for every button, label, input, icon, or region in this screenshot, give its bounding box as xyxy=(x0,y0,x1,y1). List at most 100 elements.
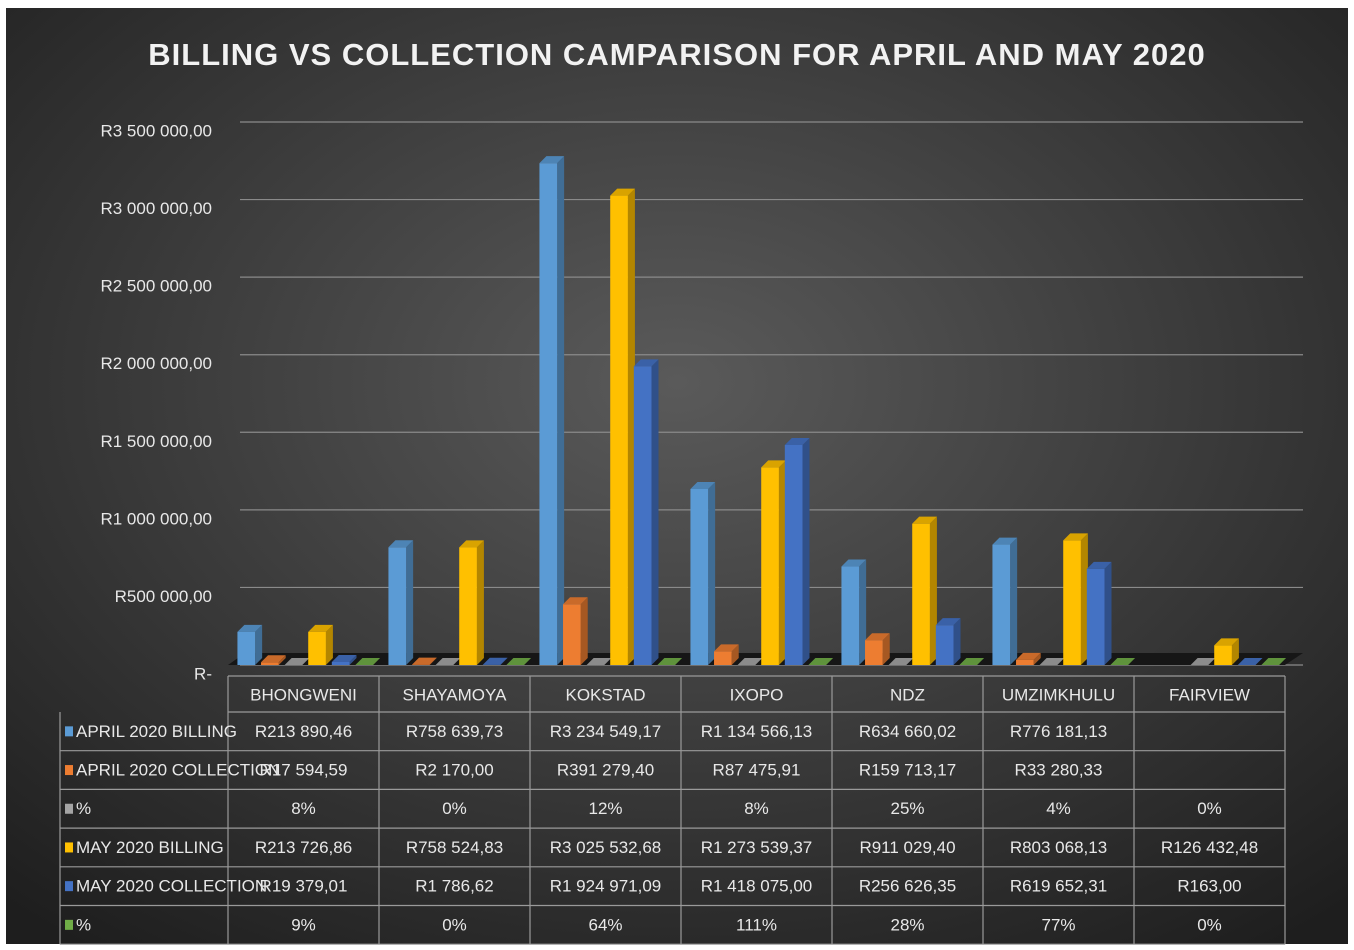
bar-side xyxy=(580,597,588,665)
legend-key xyxy=(65,726,73,737)
bar-top xyxy=(308,624,333,632)
bar-side xyxy=(906,657,914,665)
y-tick-label: R3 500 000,00 xyxy=(100,121,212,140)
bar-side xyxy=(1033,652,1041,665)
y-tick-label: R2 500 000,00 xyxy=(100,277,212,296)
bar-side xyxy=(977,657,985,665)
legend-label: APRIL 2020 COLLECTION xyxy=(76,761,280,780)
table-value: R776 181,13 xyxy=(1010,722,1107,741)
legend-label: % xyxy=(76,915,91,934)
bar xyxy=(1086,568,1105,665)
bar-top xyxy=(539,156,565,164)
table-value: 28% xyxy=(890,915,924,934)
bar-top xyxy=(841,559,867,567)
bar-side xyxy=(929,516,937,665)
table-value: R159 713,17 xyxy=(859,761,956,780)
legend-key xyxy=(65,842,73,853)
bar-top xyxy=(784,437,810,445)
bar-side xyxy=(1128,657,1136,665)
bar xyxy=(539,163,558,665)
legend-label: MAY 2020 COLLECTION xyxy=(76,877,267,896)
bar xyxy=(261,662,279,665)
x-tick-label: IXOPO xyxy=(730,685,784,704)
table-value: R126 432,48 xyxy=(1161,838,1258,857)
y-tick-label: R1 000 000,00 xyxy=(100,509,212,528)
bar-top xyxy=(912,516,937,524)
table-value: R391 279,40 xyxy=(557,761,654,780)
bar-top xyxy=(261,655,286,663)
table-value: R1 924 971,09 xyxy=(550,877,662,896)
bar-side xyxy=(778,460,786,665)
bar-top xyxy=(412,657,437,665)
bar-side xyxy=(731,644,739,665)
table-value: R87 475,91 xyxy=(713,761,801,780)
chart-title: BILLING VS COLLECTION CAMPARISON FOR APR… xyxy=(148,37,1205,72)
bar xyxy=(865,640,883,665)
table-value: R256 626,35 xyxy=(859,877,956,896)
table-value: R1 273 539,37 xyxy=(701,838,813,857)
bar-side xyxy=(429,657,437,665)
bar xyxy=(563,604,581,665)
bar-top xyxy=(888,657,914,665)
bar xyxy=(992,544,1011,665)
table-value: R619 652,31 xyxy=(1010,877,1107,896)
y-tick-label: R1 500 000,00 xyxy=(100,432,212,451)
bar-top xyxy=(633,359,659,367)
bar-top xyxy=(1110,657,1136,665)
background xyxy=(6,8,1348,944)
bar-top xyxy=(506,658,532,665)
table-value: R163,00 xyxy=(1177,877,1241,896)
table-value: 9% xyxy=(291,915,316,934)
bar-top xyxy=(992,537,1018,545)
bar-top xyxy=(1261,658,1287,665)
bar xyxy=(633,366,652,665)
bar-side xyxy=(1231,638,1239,665)
bar xyxy=(610,195,628,665)
bar xyxy=(1063,540,1081,665)
bar xyxy=(1214,645,1232,665)
table-value: 25% xyxy=(890,799,924,818)
bar xyxy=(912,523,930,665)
bar-top xyxy=(1190,658,1216,665)
bar-side xyxy=(651,359,659,665)
table-value: 8% xyxy=(744,799,769,818)
bar-top xyxy=(737,657,763,665)
table-value: 0% xyxy=(442,915,467,934)
table-value: R2 170,00 xyxy=(415,761,493,780)
table-value: 12% xyxy=(588,799,622,818)
bar-top xyxy=(808,657,834,665)
bar xyxy=(388,547,407,665)
table-value: 111% xyxy=(736,915,777,934)
bar-top xyxy=(865,633,890,641)
bar xyxy=(761,467,779,665)
bar-top xyxy=(1214,638,1239,646)
table-value: R1 134 566,13 xyxy=(701,722,813,741)
table-value: R758 639,73 xyxy=(406,722,503,741)
bar-top xyxy=(459,540,484,548)
bar-side xyxy=(627,188,635,665)
legend-key xyxy=(65,803,73,814)
table-value: R911 029,40 xyxy=(859,838,955,857)
bar-top xyxy=(1086,561,1112,569)
bar-top xyxy=(563,597,588,605)
bar-top xyxy=(237,624,263,632)
table-value: R1 786,62 xyxy=(415,877,493,896)
table-value: R213 890,46 xyxy=(255,722,352,741)
legend-key xyxy=(65,919,73,930)
table-value: 77% xyxy=(1041,915,1075,934)
bar-side xyxy=(325,624,333,665)
bar-top xyxy=(1237,657,1263,665)
bar xyxy=(331,661,350,665)
legend-label: % xyxy=(76,799,91,818)
bar-top xyxy=(690,481,716,489)
bar-side xyxy=(755,657,763,665)
bar-side xyxy=(675,657,683,665)
table-value: R19 379,01 xyxy=(260,877,348,896)
bar-top xyxy=(331,654,357,662)
bar-top xyxy=(1063,533,1088,541)
bar-side xyxy=(302,657,310,665)
bar xyxy=(841,566,860,665)
bar xyxy=(935,625,954,665)
table-value: 4% xyxy=(1046,799,1071,818)
